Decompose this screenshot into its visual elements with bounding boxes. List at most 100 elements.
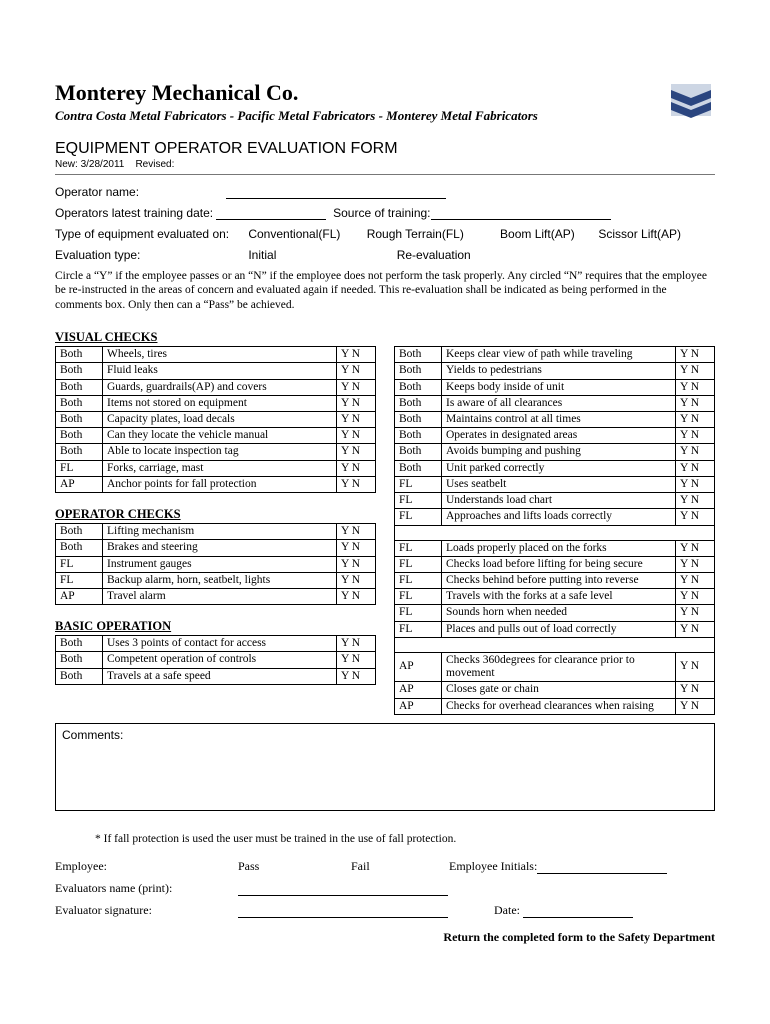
yn-cell[interactable]: Y N (676, 476, 715, 492)
who-cell: AP (395, 682, 442, 698)
item-cell: Can they locate the vehicle manual (103, 428, 337, 444)
yn-cell[interactable]: Y N (676, 682, 715, 698)
left-column: VISUAL CHECKS BothWheels, tiresY NBothFl… (55, 326, 376, 685)
item-cell: Approaches and lifts loads correctly (442, 509, 676, 525)
who-cell: Both (395, 428, 442, 444)
eq-opt-3: Scissor Lift(AP) (598, 227, 681, 241)
who-cell: FL (56, 572, 103, 588)
label: Operators latest training date: (55, 206, 213, 220)
yn-cell[interactable]: Y N (676, 444, 715, 460)
eval-opt-1: Initial (248, 248, 393, 262)
yn-cell[interactable]: Y N (337, 412, 376, 428)
who-cell: FL (395, 605, 442, 621)
new-label: New: (55, 159, 78, 170)
comments-box[interactable]: Comments: (55, 723, 715, 811)
page: Monterey Mechanical Co. Contra Costa Met… (0, 0, 770, 997)
yn-cell[interactable]: Y N (676, 605, 715, 621)
eq-opt-2: Boom Lift(AP) (500, 227, 595, 241)
yn-cell[interactable]: Y N (676, 572, 715, 588)
item-cell: Anchor points for fall protection (103, 476, 337, 492)
table-row: BothCan they locate the vehicle manualY … (56, 428, 376, 444)
who-cell: Both (56, 636, 103, 652)
operator-name-field[interactable] (226, 187, 446, 199)
eval-sig-field[interactable] (238, 906, 448, 918)
who-cell: FL (395, 621, 442, 637)
source-training-field[interactable] (431, 208, 611, 220)
yn-cell[interactable]: Y N (676, 460, 715, 476)
yn-cell[interactable]: Y N (337, 636, 376, 652)
yn-cell[interactable]: Y N (676, 412, 715, 428)
comments-label: Comments: (62, 728, 123, 742)
yn-cell[interactable]: Y N (337, 556, 376, 572)
label: Source of training: (333, 206, 430, 220)
yn-cell[interactable]: Y N (676, 363, 715, 379)
label: Evaluator signature: (55, 903, 235, 918)
right-table: BothKeeps clear view of path while trave… (394, 346, 715, 715)
yn-cell[interactable]: Y N (337, 363, 376, 379)
training-date-field[interactable] (216, 208, 326, 220)
yn-cell[interactable]: Y N (337, 588, 376, 604)
yn-cell[interactable]: Y N (676, 556, 715, 572)
yn-cell[interactable]: Y N (337, 347, 376, 363)
basic-title: BASIC OPERATION (55, 619, 376, 634)
yn-cell[interactable]: Y N (676, 428, 715, 444)
yn-cell[interactable]: Y N (337, 652, 376, 668)
eval-sig-line: Evaluator signature: Date: (55, 903, 715, 918)
item-cell: Places and pulls out of load correctly (442, 621, 676, 637)
table-row: BothTravels at a safe speedY N (56, 668, 376, 684)
initials-field[interactable] (537, 862, 667, 874)
table-row: FLChecks behind before putting into reve… (395, 572, 715, 588)
yn-cell[interactable]: Y N (337, 540, 376, 556)
who-cell: Both (395, 460, 442, 476)
item-cell: Operates in designated areas (442, 428, 676, 444)
yn-cell[interactable]: Y N (676, 347, 715, 363)
yn-cell[interactable]: Y N (337, 476, 376, 492)
item-cell: Unit parked correctly (442, 460, 676, 476)
header-text: Monterey Mechanical Co. Contra Costa Met… (55, 80, 538, 124)
yn-cell[interactable]: Y N (337, 379, 376, 395)
yn-cell[interactable]: Y N (337, 668, 376, 684)
label: Operator name: (55, 185, 139, 199)
who-cell: Both (56, 363, 103, 379)
eval-name-field[interactable] (238, 884, 448, 896)
item-cell: Fluid leaks (103, 363, 337, 379)
initials-label: Employee Initials: (449, 859, 537, 873)
header: Monterey Mechanical Co. Contra Costa Met… (55, 80, 715, 124)
who-cell: Both (395, 379, 442, 395)
table-row: BothWheels, tiresY N (56, 347, 376, 363)
yn-cell[interactable]: Y N (676, 652, 715, 681)
item-cell: Closes gate or chain (442, 682, 676, 698)
who-cell: Both (56, 540, 103, 556)
yn-cell[interactable]: Y N (337, 428, 376, 444)
item-cell: Travel alarm (103, 588, 337, 604)
yn-cell[interactable]: Y N (676, 379, 715, 395)
date-field[interactable] (523, 906, 633, 918)
yn-cell[interactable]: Y N (676, 395, 715, 411)
table-row: BothIs aware of all clearancesY N (395, 395, 715, 411)
table-row: BothBrakes and steeringY N (56, 540, 376, 556)
yn-cell[interactable]: Y N (337, 444, 376, 460)
yn-cell[interactable]: Y N (676, 698, 715, 714)
yn-cell[interactable]: Y N (337, 524, 376, 540)
divider (55, 174, 715, 175)
yn-cell[interactable]: Y N (337, 572, 376, 588)
yn-cell[interactable]: Y N (676, 589, 715, 605)
who-cell: Both (56, 444, 103, 460)
who-cell: FL (56, 460, 103, 476)
yn-cell[interactable]: Y N (676, 540, 715, 556)
table-row: APCloses gate or chainY N (395, 682, 715, 698)
yn-cell[interactable]: Y N (337, 395, 376, 411)
item-cell: Travels at a safe speed (103, 668, 337, 684)
company-name: Monterey Mechanical Co. (55, 80, 538, 106)
who-cell: Both (56, 524, 103, 540)
yn-cell[interactable]: Y N (676, 493, 715, 509)
item-cell: Brakes and steering (103, 540, 337, 556)
table-row: FLLoads properly placed on the forksY N (395, 540, 715, 556)
yn-cell[interactable]: Y N (676, 621, 715, 637)
table-row: FLUses seatbeltY N (395, 476, 715, 492)
yn-cell[interactable]: Y N (676, 509, 715, 525)
table-row: FLTravels with the forks at a safe level… (395, 589, 715, 605)
who-cell: FL (56, 556, 103, 572)
who-cell: Both (395, 412, 442, 428)
yn-cell[interactable]: Y N (337, 460, 376, 476)
